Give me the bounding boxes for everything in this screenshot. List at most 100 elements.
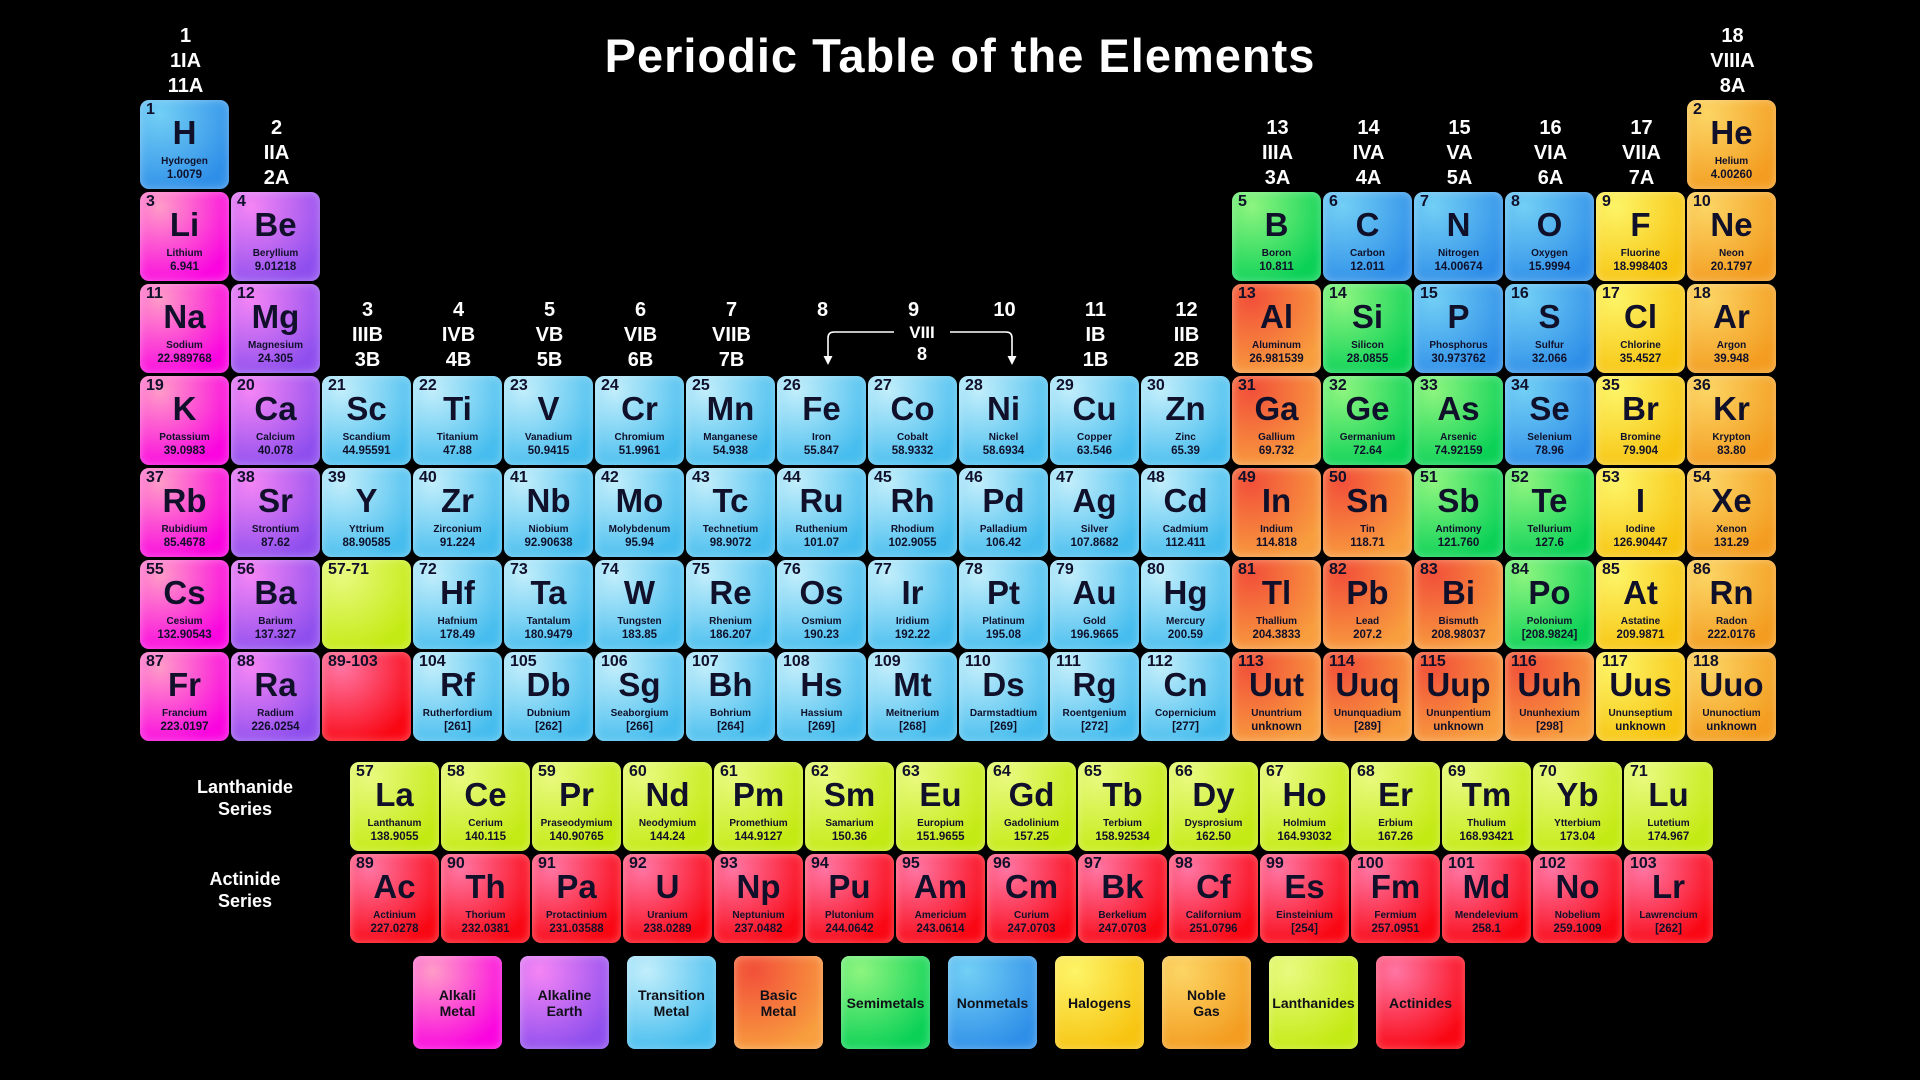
element-cell-bh: 107 Bh Bohrium [264] (686, 652, 775, 741)
element-name: Phosphorus (1429, 340, 1488, 351)
element-symbol: Ar (1713, 298, 1750, 335)
element-name: Ununquadium (1333, 708, 1402, 719)
atomic-mass: 151.9655 (916, 831, 965, 843)
atomic-number: 12 (237, 285, 255, 302)
atomic-number: 28 (965, 377, 983, 394)
atomic-number: 71 (1630, 763, 1648, 780)
atomic-number: 81 (1238, 561, 1256, 578)
element-cell-fr: 87 Fr Francium 223.0197 (140, 652, 229, 741)
element-name: Lithium (166, 248, 203, 259)
element-name: Californium (1185, 910, 1242, 921)
atomic-number: 4 (237, 193, 246, 210)
element-name: Scandium (342, 432, 391, 443)
element-cell-cn: 112 Cn Copernicium [277] (1141, 652, 1230, 741)
element-symbol: Sg (618, 666, 661, 703)
element-cell-ba: 56 Ba Barium 137.327 (231, 560, 320, 649)
atomic-mass: 83.80 (1717, 445, 1746, 457)
atomic-number: 49 (1238, 469, 1256, 486)
element-symbol: Ru (799, 482, 844, 519)
element-symbol: No (1555, 868, 1600, 905)
element-cell-cl: 17 Cl Chlorine 35.4527 (1596, 284, 1685, 373)
atomic-number: 27 (874, 377, 892, 394)
atomic-mass: 72.64 (1353, 445, 1382, 457)
legend-label: Alkali Metal (438, 986, 477, 1019)
atomic-mass: 98.9072 (709, 537, 752, 549)
element-symbol: Mn (706, 390, 755, 427)
element-symbol: Tl (1261, 574, 1292, 611)
element-name: Silicon (1351, 340, 1384, 351)
element-name: Tungsten (617, 616, 662, 627)
atomic-number: 66 (1175, 763, 1193, 780)
element-name: Sulfur (1535, 340, 1564, 351)
atomic-number: 111 (1056, 653, 1081, 670)
element-cell-ds: 110 Ds Darmstadtium [269] (959, 652, 1048, 741)
atomic-mass: [298] (1536, 721, 1563, 733)
atomic-mass: 32.066 (1531, 353, 1568, 365)
element-name: Copernicium (1154, 708, 1217, 719)
element-symbol: Si (1351, 298, 1384, 335)
element-symbol: Tc (712, 482, 749, 519)
element-cell-la: 57 La Lanthanum 138.9055 (350, 762, 439, 851)
element-cell-bk: 97 Bk Berkelium 247.0703 (1078, 854, 1167, 943)
atomic-number: 117 (1602, 653, 1628, 670)
group-header-4: 4 IVB 4B (441, 299, 476, 371)
atomic-mass: 244.0642 (825, 923, 874, 935)
element-cell-tc: 43 Tc Technetium 98.9072 (686, 468, 775, 557)
atomic-number: 65 (1084, 763, 1102, 780)
element-cell-b: 5 B Boron 10.811 (1232, 192, 1321, 281)
element-name: Zirconium (433, 524, 482, 535)
element-cell-re: 75 Re Rhenium 186.207 (686, 560, 775, 649)
element-cell-pm: 61 Pm Promethium 144.9127 (714, 762, 803, 851)
atomic-mass: 207.2 (1353, 629, 1382, 641)
atomic-mass: 47.88 (443, 445, 472, 457)
atomic-mass: 237.0482 (734, 923, 783, 935)
element-cell-pd: 46 Pd Palladium 106.42 (959, 468, 1048, 557)
element-cell-br: 35 Br Bromine 79.904 (1596, 376, 1685, 465)
atomic-mass: 200.59 (1167, 629, 1204, 641)
element-cell-mo: 42 Mo Molybdenum 95.94 (595, 468, 684, 557)
element-cell-md: 101 Md Mendelevium 258.1 (1442, 854, 1531, 943)
atomic-mass: 131.29 (1713, 537, 1750, 549)
atomic-number: 105 (510, 653, 537, 670)
atomic-number: 106 (601, 653, 628, 670)
element-cell-ga: 31 Ga Gallium 69.732 (1232, 376, 1321, 465)
group-header-12: 12 IIB 2B (1173, 299, 1200, 371)
element-cell-pa: 91 Pa Protactinium 231.03588 (532, 854, 621, 943)
atomic-number: 15 (1420, 285, 1438, 302)
atomic-mass: [266] (626, 721, 653, 733)
atomic-number: 57 (356, 763, 374, 780)
atomic-mass: [277] (1172, 721, 1199, 733)
element-cell-uut: 113 Uut Ununtrium unknown (1232, 652, 1321, 741)
element-cell-dy: 66 Dy Dysprosium 162.50 (1169, 762, 1258, 851)
atomic-mass: 140.90765 (549, 831, 604, 843)
element-cell-uuq: 114 Uuq Ununquadium [289] (1323, 652, 1412, 741)
element-cell-uus: 117 Uus Ununseptium unknown (1596, 652, 1685, 741)
element-cell-ag: 47 Ag Silver 107.8682 (1050, 468, 1139, 557)
atomic-number: 103 (1630, 855, 1657, 872)
element-symbol: Rf (440, 666, 475, 703)
atomic-mass: 63.546 (1076, 445, 1113, 457)
atomic-number: 55 (146, 561, 164, 578)
element-cell-db: 105 Db Dubnium [262] (504, 652, 593, 741)
element-symbol: Br (1622, 390, 1659, 427)
legend-swatch-semimetal: Semimetals (841, 956, 930, 1049)
element-cell-be: 4 Be Beryllium 9.01218 (231, 192, 320, 281)
atomic-mass: 69.732 (1258, 445, 1295, 457)
atomic-mass: [272] (1081, 721, 1108, 733)
element-cell-sr: 38 Sr Strontium 87.62 (231, 468, 320, 557)
element-symbol: Pt (987, 574, 1020, 611)
element-symbol: Gd (1008, 776, 1055, 813)
atomic-mass: 192.22 (894, 629, 931, 641)
group-header-18: 18 VIIIA 8A (1710, 25, 1755, 97)
element-name: Curium (1014, 910, 1049, 921)
atomic-mass: [262] (1655, 923, 1682, 935)
atomic-number: 73 (510, 561, 528, 578)
element-cell-o: 8 O Oxygen 15.9994 (1505, 192, 1594, 281)
element-cell-pr: 59 Pr Praseodymium 140.90765 (532, 762, 621, 851)
atomic-mass: 144.24 (649, 831, 686, 843)
element-name: Terbium (1103, 818, 1142, 829)
element-cell-pu: 94 Pu Plutonium 244.0642 (805, 854, 894, 943)
legend-label: Lanthanides (1272, 994, 1355, 1011)
element-name: Ununseptium (1608, 708, 1673, 719)
